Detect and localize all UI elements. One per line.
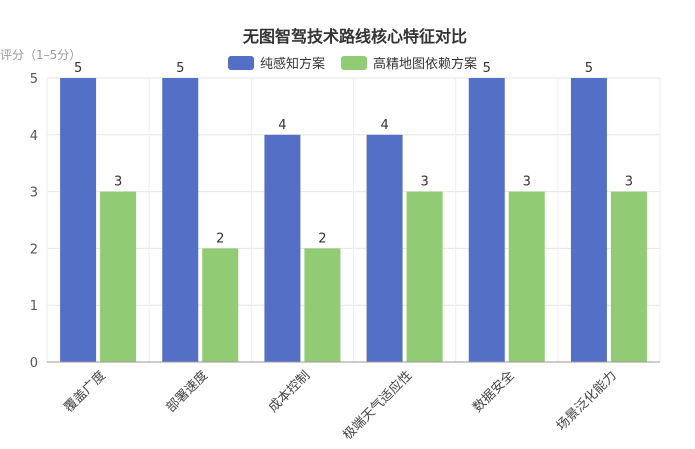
- y-axis-label: 评分（1–5分）: [0, 48, 81, 62]
- y-tick-label: 3: [30, 186, 38, 201]
- bar-perception-0[interactable]: [60, 78, 97, 362]
- bar-perception-4[interactable]: [468, 78, 505, 362]
- legend-label[interactable]: 纯感知方案: [260, 56, 325, 72]
- bar-hdmap-2[interactable]: [304, 248, 341, 362]
- data-label: 5: [483, 61, 491, 76]
- legend-swatch[interactable]: [228, 56, 254, 70]
- x-tick-label: 覆盖广度: [61, 368, 109, 416]
- data-label: 3: [114, 175, 122, 190]
- x-axis-categories: 覆盖广度 部署速度 成本控制 极端天气适应性 数据安全 场景泛化能力: [61, 368, 620, 444]
- bar-hdmap-5[interactable]: [610, 191, 647, 362]
- y-tick-label: 1: [30, 299, 38, 314]
- legend: 纯感知方案 高精地图依赖方案: [228, 56, 477, 72]
- bar-perception-3[interactable]: [366, 134, 403, 362]
- data-label: 5: [585, 61, 593, 76]
- grid-lines: [46, 77, 661, 363]
- x-tick-label: 极端天气适应性: [340, 368, 416, 444]
- bar-perception-2[interactable]: [264, 134, 301, 362]
- x-tick-label: 成本控制: [266, 368, 313, 415]
- bars: 5 3 5 2 4 2 4 3 5 3 5 3: [60, 61, 647, 362]
- chart-title: 无图智驾技术路线核心特征对比: [242, 27, 467, 46]
- data-label: 2: [318, 231, 326, 246]
- y-tick-label: 4: [30, 129, 38, 144]
- y-tick-label: 0: [30, 356, 38, 371]
- bar-perception-1[interactable]: [162, 78, 199, 362]
- data-label: 3: [523, 175, 531, 190]
- y-tick-label: 5: [30, 72, 38, 87]
- y-axis-ticks: 0 1 2 3 4 5: [30, 72, 38, 371]
- data-label: 4: [278, 118, 286, 133]
- data-label: 3: [420, 175, 428, 190]
- y-tick-label: 2: [30, 242, 38, 257]
- x-tick-label: 部署速度: [163, 368, 211, 416]
- bar-hdmap-3[interactable]: [406, 191, 443, 362]
- data-label: 2: [216, 231, 224, 246]
- data-label: 5: [176, 61, 184, 76]
- x-tick-label: 数据安全: [469, 368, 517, 416]
- bar-hdmap-4[interactable]: [508, 191, 545, 362]
- bar-hdmap-1[interactable]: [202, 248, 239, 362]
- bar-hdmap-0[interactable]: [100, 191, 137, 362]
- data-label: 4: [380, 118, 388, 133]
- data-label: 5: [74, 61, 82, 76]
- legend-swatch[interactable]: [341, 56, 367, 70]
- legend-label[interactable]: 高精地图依赖方案: [373, 56, 477, 72]
- x-tick-label: 场景泛化能力: [554, 368, 620, 434]
- bar-perception-5[interactable]: [570, 78, 607, 362]
- data-label: 3: [625, 175, 633, 190]
